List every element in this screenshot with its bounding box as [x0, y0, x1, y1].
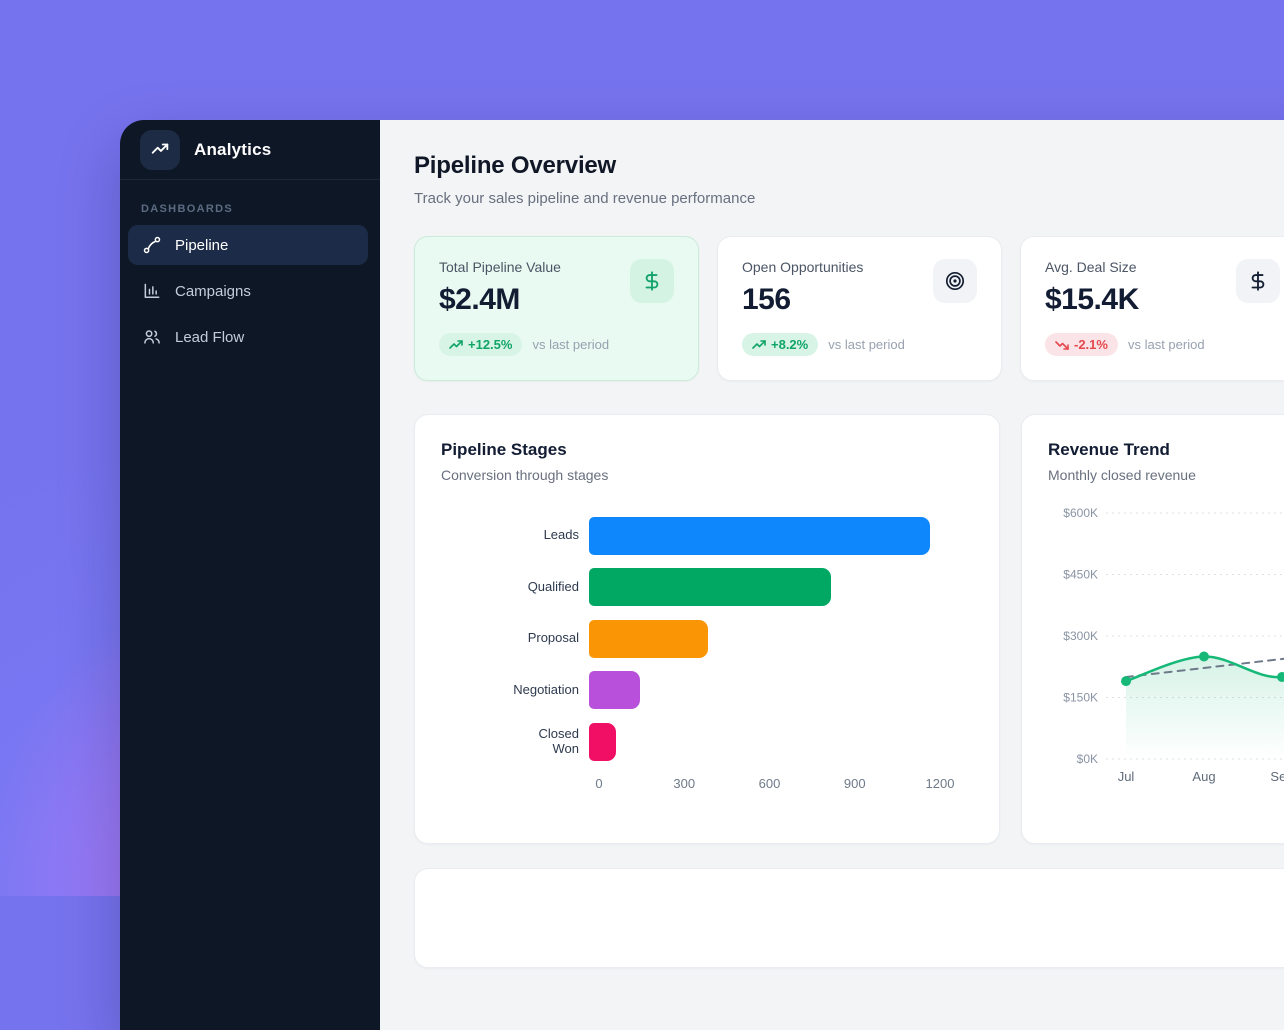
bar-track — [589, 619, 930, 658]
trending-up-icon — [151, 143, 169, 154]
revenue-point-aug[interactable] — [1199, 651, 1209, 662]
trending-up-icon — [752, 339, 766, 349]
target-dashed-line — [1125, 657, 1284, 678]
dollar-icon — [630, 259, 674, 303]
stat-card-total-pipeline-value: Total Pipeline Value $2.4M +12.5% vs las… — [414, 236, 699, 381]
sidebar-item-label: Pipeline — [175, 236, 229, 254]
bar-row: Negotiation — [441, 665, 973, 717]
sidebar-item-label: Lead Flow — [175, 328, 245, 346]
stat-note: vs last period — [828, 337, 905, 352]
bar-row: Qualified — [441, 562, 973, 614]
bar-category-label: Qualified — [527, 578, 579, 594]
revenue-trend-chart: $0K $150K $300K $450K $600K Jul Aug Sep — [1063, 506, 1284, 784]
bar-chart-icon — [144, 283, 160, 298]
revenue-trend-card: Revenue Trend Monthly closed revenue — [1021, 414, 1284, 844]
bar-leads[interactable] — [589, 516, 930, 555]
target-icon — [933, 259, 977, 303]
bar-track — [589, 671, 930, 710]
y-axis-labels: $0K $150K $300K $450K $600K — [1063, 506, 1098, 766]
axis-tick: 600 — [758, 775, 781, 791]
revenue-area — [1126, 656, 1284, 759]
chart-title: Revenue Trend — [1048, 440, 1170, 459]
app-logo: Analytics — [120, 120, 380, 180]
sidebar-section-label: DASHBOARDS — [141, 203, 234, 215]
sidebar-item-lead-flow[interactable]: Lead Flow — [128, 317, 368, 357]
bar-category-label: Negotiation — [513, 681, 579, 697]
sidebar-item-campaigns[interactable]: Campaigns — [128, 271, 368, 311]
stat-label: Open Opportunities — [742, 259, 864, 275]
page-subtitle: Track your sales pipeline and revenue pe… — [414, 190, 756, 207]
delta-badge: +8.2% — [742, 333, 819, 356]
bar-row: Leads — [441, 510, 973, 562]
stat-label: Avg. Deal Size — [1045, 259, 1137, 275]
stat-note: vs last period — [1127, 337, 1205, 352]
svg-text:$300K: $300K — [1063, 629, 1098, 643]
stat-value: 156 — [742, 283, 791, 316]
svg-text:$600K: $600K — [1063, 506, 1098, 520]
pipeline-stages-card: Pipeline Stages Conversion through stage… — [414, 414, 1000, 844]
bar-qualified[interactable] — [589, 568, 831, 607]
app-window: Analytics DASHBOARDS Pipeline Campaigns — [120, 120, 1284, 1030]
pipeline-stages-chart: Leads Qualified Proposal Negotiation — [441, 510, 973, 794]
bar-category-label: Closed Won — [538, 725, 579, 756]
route-icon — [143, 236, 161, 254]
revenue-line — [1124, 655, 1284, 683]
axis-tick: 900 — [843, 775, 866, 791]
app-name: Analytics — [194, 139, 272, 159]
stat-value: $2.4M — [439, 283, 520, 316]
main-content: Pipeline Overview Track your sales pipel… — [380, 120, 1284, 1030]
chart-title: Pipeline Stages — [441, 440, 567, 459]
x-axis-ticks: 0 300 600 900 1200 — [595, 775, 954, 794]
svg-text:Sep: Sep — [1270, 769, 1284, 784]
axis-tick: 1200 — [925, 775, 955, 791]
svg-text:$150K: $150K — [1063, 691, 1098, 705]
bar-category-label: Proposal — [527, 630, 579, 646]
bar-closed-won[interactable] — [589, 722, 616, 761]
delta-badge: -2.1% — [1045, 333, 1118, 356]
svg-text:$450K: $450K — [1063, 568, 1098, 582]
axis-tick: 0 — [595, 775, 603, 791]
dollar-icon — [1236, 259, 1280, 303]
svg-text:Aug: Aug — [1192, 769, 1215, 784]
x-axis-labels: Jul Aug Sep — [1118, 769, 1284, 784]
data-points — [1121, 651, 1284, 687]
stat-note: vs last period — [532, 337, 610, 352]
revenue-point-sep[interactable] — [1277, 672, 1284, 682]
revenue-point-jul[interactable] — [1121, 676, 1131, 687]
stat-card-open-opportunities: Open Opportunities 156 +8.2% vs last per… — [717, 236, 1002, 381]
page-title: Pipeline Overview — [414, 152, 617, 179]
stat-card-avg-deal-size: Avg. Deal Size $15.4K -2.1% vs last peri… — [1020, 236, 1284, 381]
bar-track — [589, 516, 930, 555]
svg-text:Jul: Jul — [1118, 769, 1135, 784]
trending-down-icon — [1055, 340, 1069, 350]
svg-text:$0K: $0K — [1077, 752, 1098, 766]
bottom-card — [414, 868, 1284, 968]
stat-label: Total Pipeline Value — [439, 259, 561, 275]
sidebar-item-pipeline[interactable]: Pipeline — [128, 225, 368, 265]
bar-track — [589, 722, 930, 761]
charts-row: Pipeline Stages Conversion through stage… — [414, 414, 1284, 844]
trending-up-icon — [449, 339, 463, 349]
bar-row: Proposal — [441, 613, 973, 665]
bar-track — [589, 568, 930, 607]
chart-subtitle: Conversion through stages — [441, 467, 609, 483]
logo-tile — [140, 129, 180, 170]
sidebar-item-label: Campaigns — [175, 282, 251, 300]
chart-subtitle: Monthly closed revenue — [1048, 467, 1196, 483]
axis-tick: 300 — [673, 775, 696, 791]
bar-category-label: Leads — [543, 527, 579, 543]
bar-proposal[interactable] — [589, 619, 709, 658]
stat-cards-row: Total Pipeline Value $2.4M +12.5% vs las… — [414, 236, 1284, 381]
stat-value: $15.4K — [1045, 283, 1139, 316]
delta-badge: +12.5% — [439, 333, 523, 356]
sidebar-nav: Pipeline Campaigns Lead Flow — [120, 225, 380, 363]
users-icon — [144, 330, 160, 344]
bar-row: Closed Won — [441, 716, 973, 768]
bar-negotiation[interactable] — [589, 671, 641, 710]
sidebar: Analytics DASHBOARDS Pipeline Campaigns — [120, 120, 380, 1030]
